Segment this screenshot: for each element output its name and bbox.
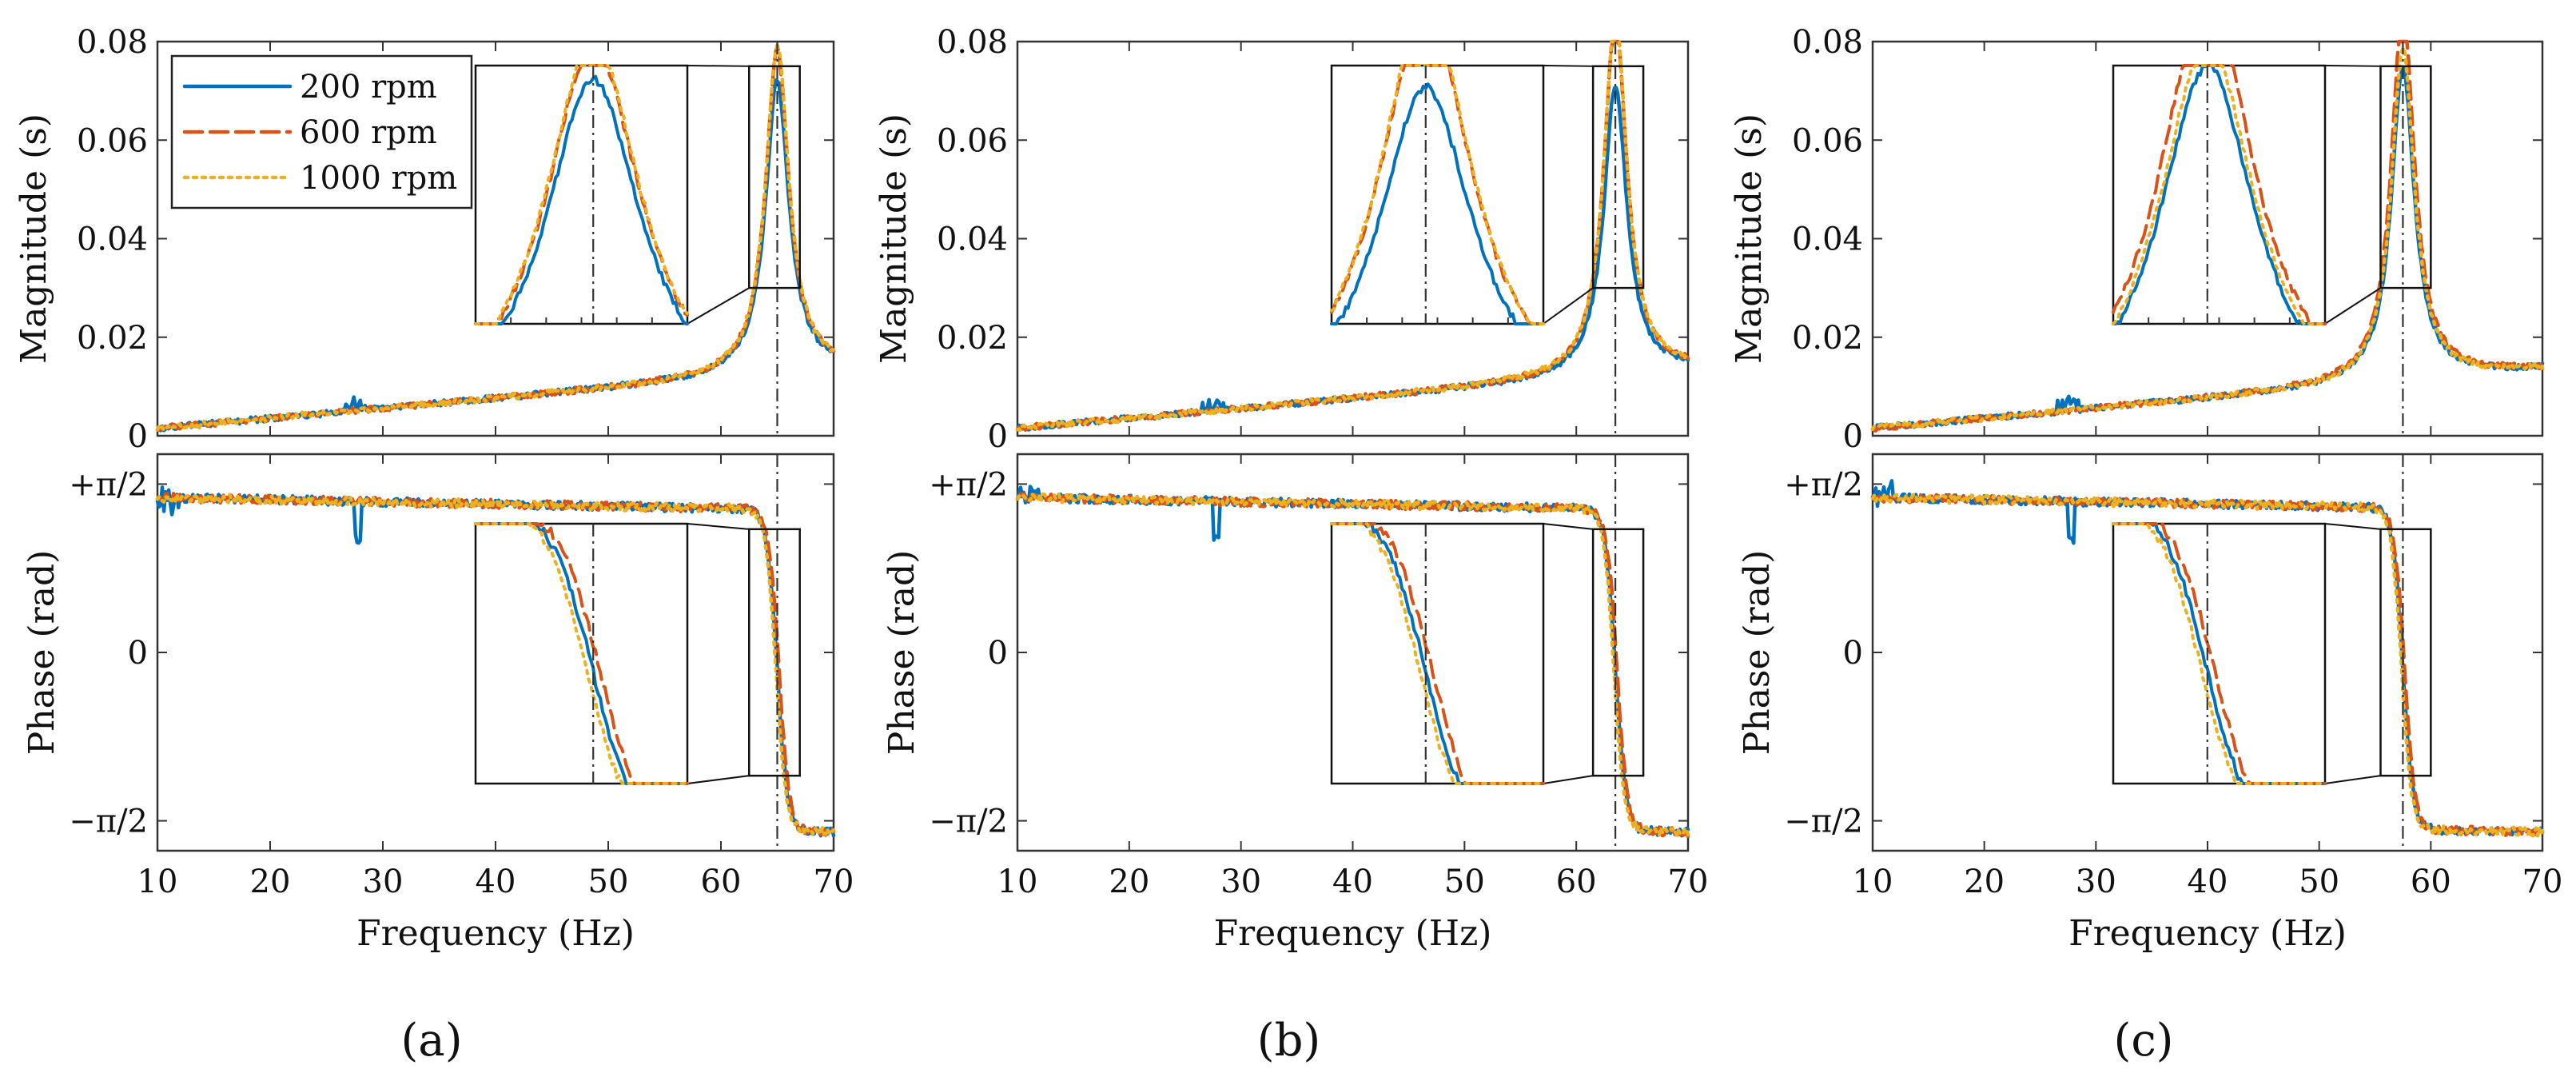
inset-connector [2324,287,2382,325]
xtick-label: 20 [1964,864,2005,900]
magnitude-ylabel: Magnitude (s) [1729,114,1770,364]
inset-magnitude-series-1000-rpm [474,64,689,325]
phase-ytick-label: 0 [128,635,148,672]
magnitude-zoom-rect [2379,65,2432,289]
phase-ytick-label: +π/2 [1784,466,1863,503]
mag-ytick-label: 0.04 [937,221,1008,258]
xtick-label: 40 [1332,864,1373,900]
phase-ytick-label: 0 [1843,635,1863,672]
xlabel: Frequency (Hz) [356,913,635,954]
phase-inset [2112,522,2327,785]
mag-ytick-label: 0.06 [77,122,148,159]
magnitude-series-1000-rpm [1015,39,1690,433]
mag-ytick-label: 0.02 [937,320,1008,357]
legend-label: 200 rpm [300,69,437,106]
panel-label: (a) [400,1015,462,1067]
mag-ytick-label: 0.06 [937,122,1008,159]
legend: 200 rpm 600 rpm 1000 rpm [170,54,473,209]
xtick-label: 50 [588,864,629,900]
magnitude-zoom-rect [1591,65,1645,289]
phase-series-1000-rpm [1870,492,2545,838]
phase-ytick-label: −π/2 [69,804,148,840]
panel-2: 0 0.02 0.04 0.06 0.08 Magnitude (s) +π/2 0 −π/2 1… [1729,24,2562,1067]
inset-connector [2324,523,2381,530]
magnitude-ylabel: Magnitude (s) [14,114,54,364]
mag-ytick-label: 0.08 [1792,24,1863,61]
panel-label: (b) [1257,1015,1321,1067]
phase-ylabel: Phase (rad) [882,550,922,756]
xtick-label: 20 [1109,864,1149,900]
inset-phase-series-1000-rpm [474,522,689,785]
inset-magnitude-series-1000-rpm [1330,64,1545,325]
phase-ylabel: Phase (rad) [22,550,62,756]
phase-ytick-label: +π/2 [929,466,1008,503]
inset-connector [687,523,750,530]
xtick-label: 10 [997,864,1038,900]
magnitude-ylabel: Magnitude (s) [874,114,914,364]
xtick-label: 10 [1853,864,1893,900]
mag-ytick-label: 0.08 [77,24,148,61]
xtick-label: 30 [2076,864,2116,900]
magnitude-series-1000-rpm [1870,45,2545,432]
phase-series-1000-rpm [155,492,836,836]
inset-connector [2324,775,2381,784]
xtick-label: 60 [701,864,742,900]
panel-1: 0 0.02 0.04 0.06 0.08 Magnitude (s) +π/2 0 −π/2 1… [874,24,1708,1067]
xtick-label: 30 [1220,864,1261,900]
inset-connector [687,775,750,784]
magnitude-series-1000-rpm [155,44,836,433]
xtick-label: 50 [1444,864,1485,900]
phase-ytick-label: 0 [988,635,1008,672]
legend-label: 600 rpm [300,114,437,151]
xtick-label: 60 [1556,864,1597,900]
xlabel: Frequency (Hz) [1214,913,1492,954]
magnitude-zoom-rect [748,65,801,289]
mag-ytick-label: 0 [988,418,1008,455]
phase-series-1000-rpm [1015,492,1690,838]
inset-connector [1543,775,1594,784]
xtick-label: 70 [2522,864,2563,900]
phase-ytick-label: −π/2 [929,804,1008,840]
inset-phase-series-1000-rpm [1330,522,1545,785]
mag-ytick-label: 0 [1843,418,1863,455]
phase-zoom-rect [748,528,801,777]
xtick-label: 40 [2188,864,2228,900]
xtick-label: 70 [1668,864,1709,900]
inset-magnitude-series-200-rpm [2112,64,2327,325]
mag-ytick-label: 0.04 [77,221,148,258]
inset-magnitude-series-1000-rpm [2112,64,2327,325]
mag-ytick-label: 0.02 [77,320,148,357]
magnitude-inset [474,64,689,325]
phase-zoom-rect [1591,528,1645,777]
xtick-label: 20 [250,864,291,900]
phase-ylabel: Phase (rad) [1737,550,1778,756]
panel-0: 0 0.02 0.04 0.06 0.08 Magnitude (s) +π/2 0 −π/2 1… [14,24,854,1067]
mag-ytick-label: 0.08 [937,24,1008,61]
inset-magnitude-series-200-rpm [1330,82,1545,325]
phase-ytick-label: +π/2 [69,466,148,503]
xlabel: Frequency (Hz) [2068,913,2347,954]
magnitude-inset [2112,64,2327,325]
xtick-label: 70 [814,864,854,900]
panel-label: (c) [2113,1015,2173,1067]
inset-magnitude-series-200-rpm [474,74,689,325]
xtick-label: 40 [476,864,516,900]
inset-connector [1543,523,1594,530]
inset-phase-series-1000-rpm [2112,522,2327,785]
xtick-label: 10 [137,864,178,900]
phase-ytick-label: −π/2 [1784,804,1863,840]
phase-zoom-rect [2379,528,2432,777]
mag-ytick-label: 0.04 [1792,221,1863,258]
mag-ytick-label: 0 [128,418,148,455]
inset-connector [1543,287,1594,325]
mag-ytick-label: 0.02 [1792,320,1863,357]
mag-ytick-label: 0.06 [1792,122,1863,159]
legend-label: 1000 rpm [300,160,457,197]
xtick-label: 60 [2411,864,2451,900]
xtick-label: 50 [2299,864,2339,900]
xtick-label: 30 [363,864,404,900]
inset-connector [687,287,750,325]
